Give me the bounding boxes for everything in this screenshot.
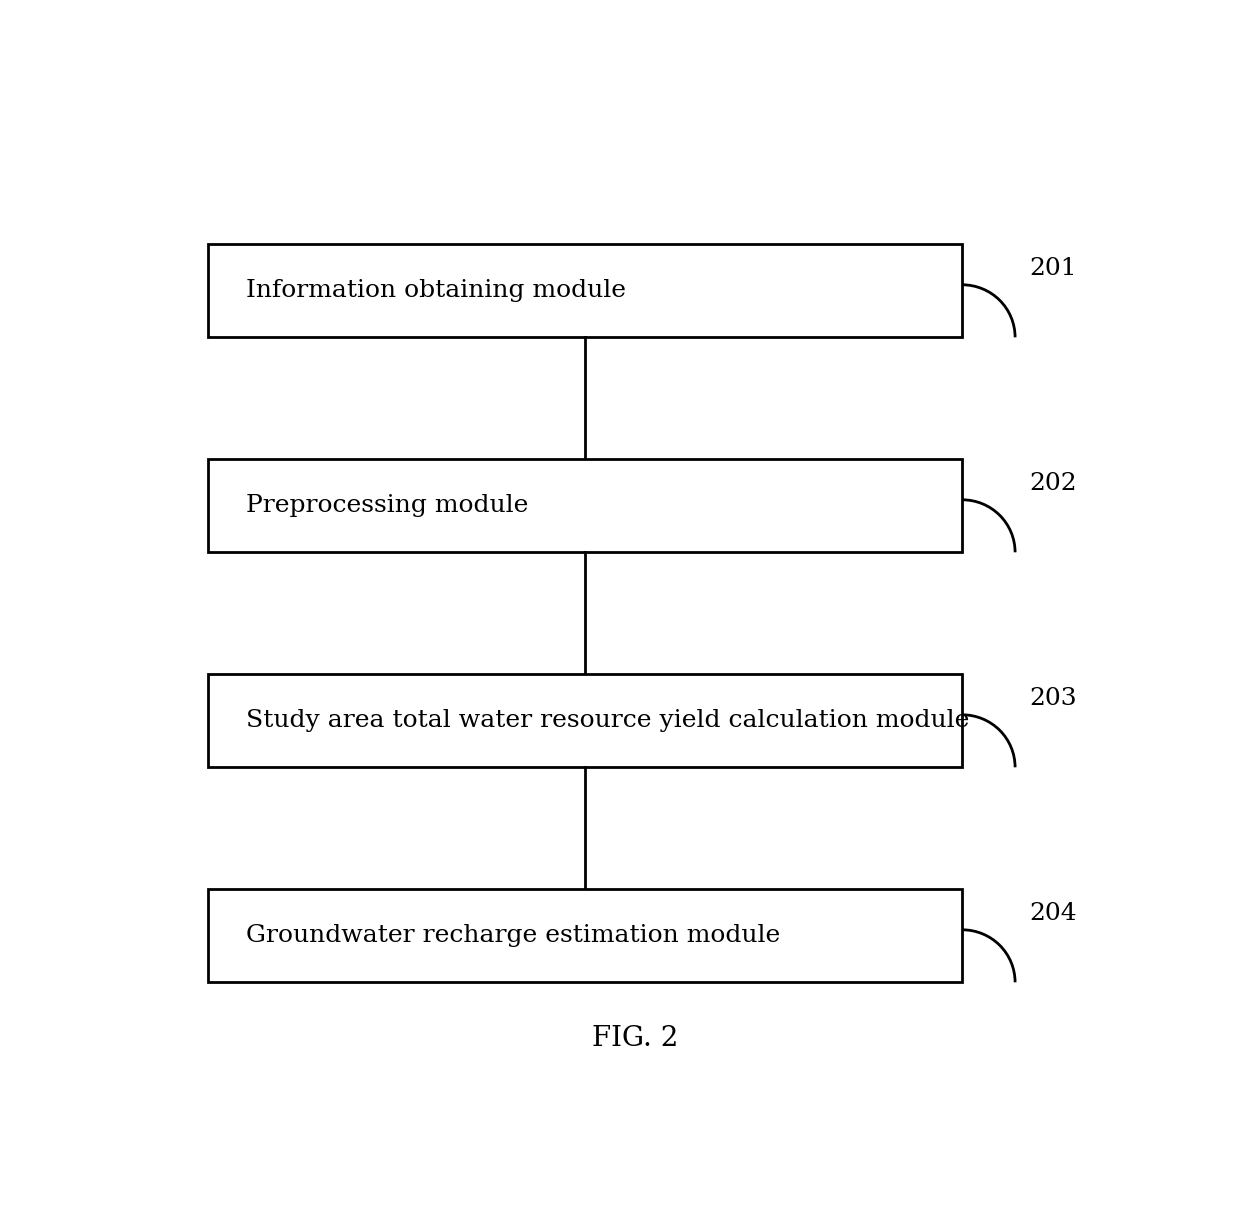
Text: Information obtaining module: Information obtaining module bbox=[246, 279, 625, 302]
Text: 203: 203 bbox=[1029, 687, 1078, 710]
Text: 201: 201 bbox=[1029, 257, 1078, 280]
Text: Groundwater recharge estimation module: Groundwater recharge estimation module bbox=[246, 924, 780, 947]
Bar bbox=[208, 674, 962, 767]
Bar bbox=[208, 889, 962, 982]
Bar bbox=[208, 459, 962, 552]
Text: 202: 202 bbox=[1029, 472, 1078, 495]
Text: FIG. 2: FIG. 2 bbox=[593, 1025, 678, 1051]
Text: 204: 204 bbox=[1029, 902, 1078, 925]
Text: Study area total water resource yield calculation module: Study area total water resource yield ca… bbox=[246, 709, 968, 732]
Text: Preprocessing module: Preprocessing module bbox=[246, 494, 528, 517]
Bar bbox=[208, 244, 962, 337]
